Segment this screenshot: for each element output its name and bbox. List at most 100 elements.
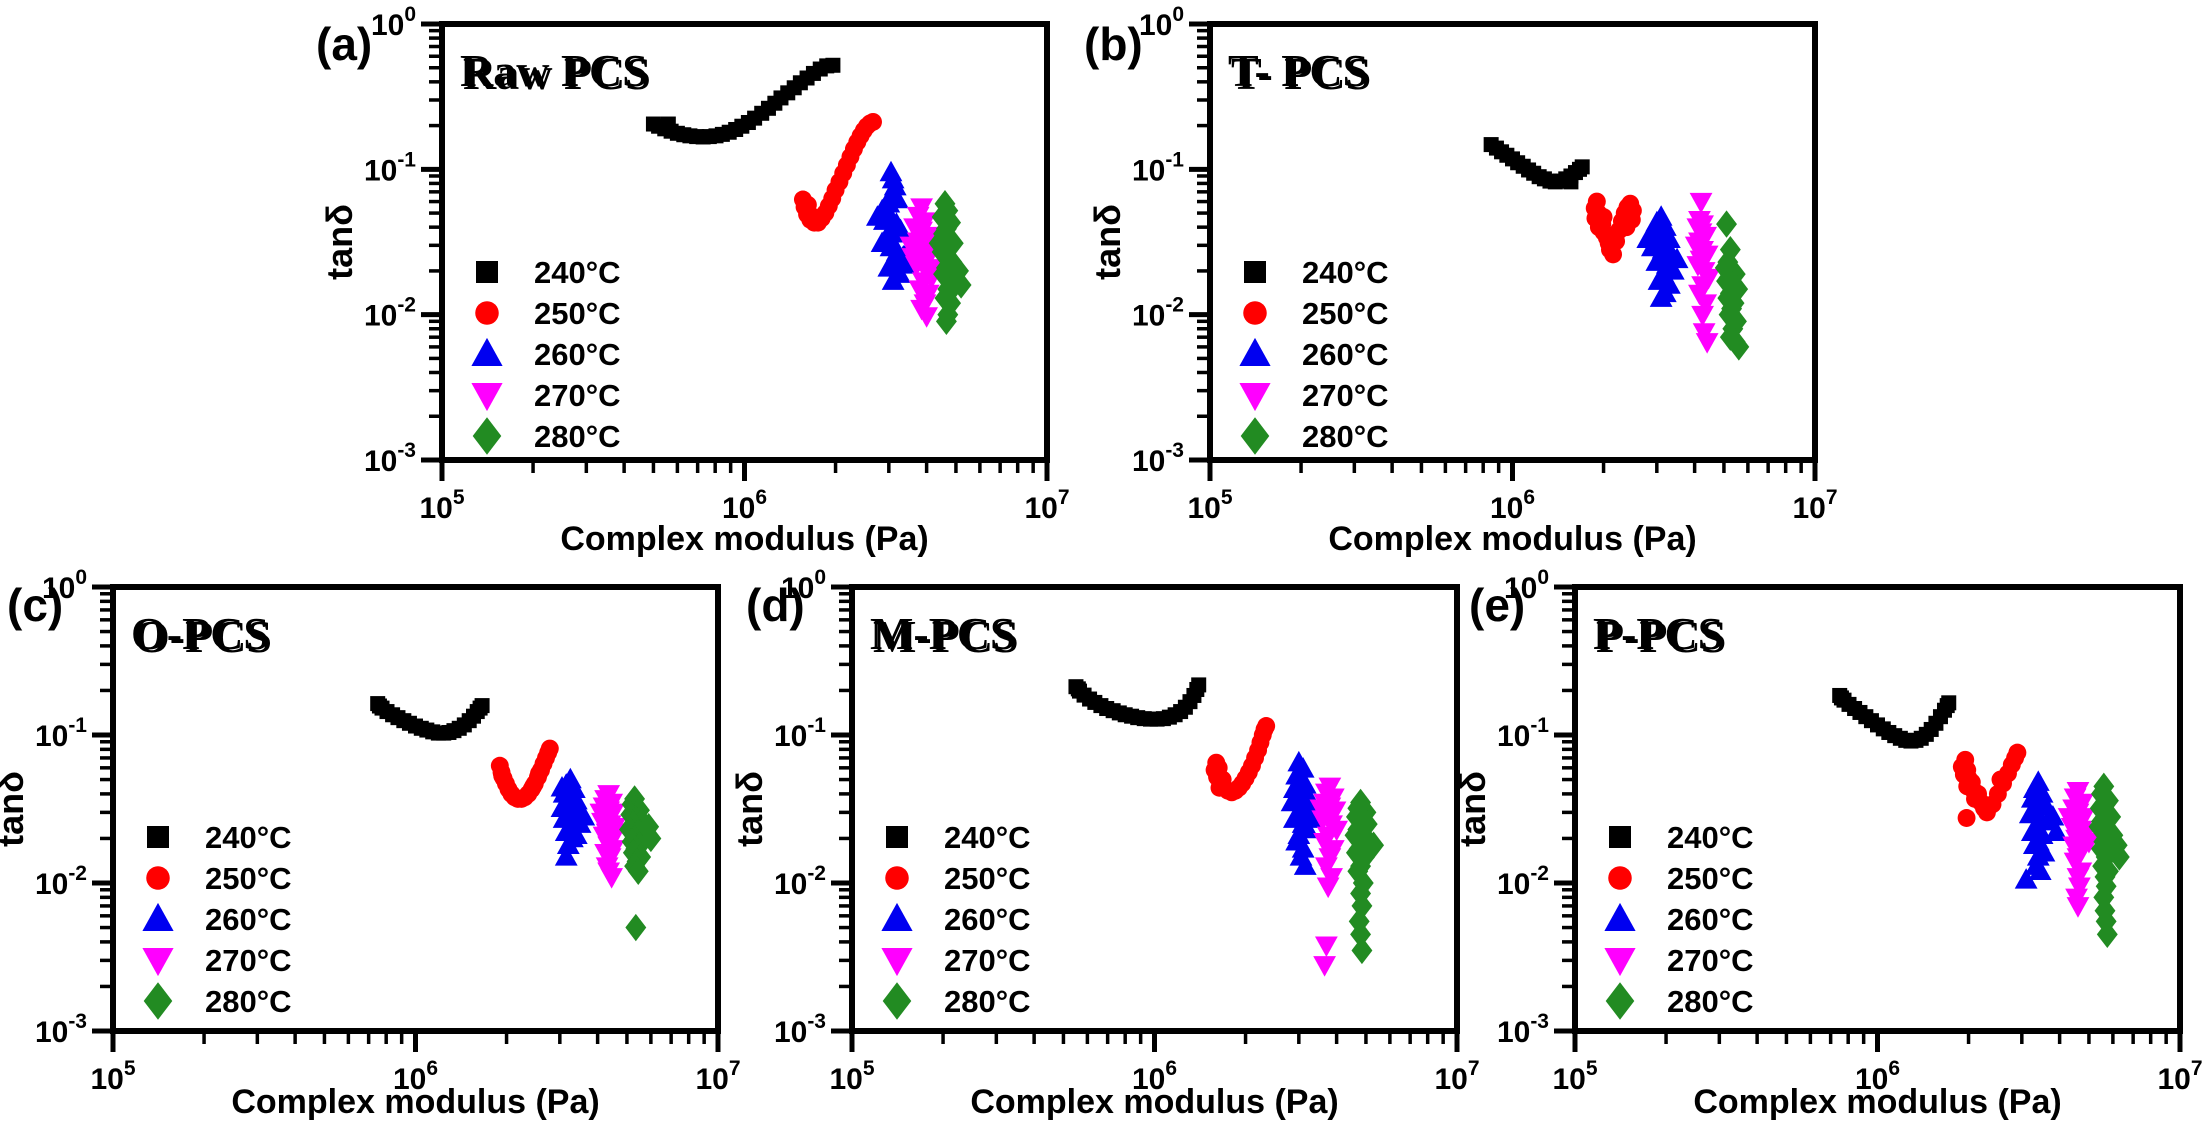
series-270C [1309, 777, 1349, 977]
legend: 240°C 250°C 260°C 270°C 280°C [142, 820, 292, 1020]
legend-triangle-icon [471, 337, 503, 366]
data-point [864, 112, 882, 131]
legend: 240°C 250°C 260°C 270°C 280°C [1239, 255, 1389, 455]
legend-invtriangle-icon [1239, 383, 1271, 412]
data-point [804, 208, 823, 226]
legend-diamond-icon [1605, 982, 1635, 1020]
data-point [619, 815, 640, 844]
series-260C [550, 767, 596, 866]
data-point [2014, 868, 2038, 889]
data-point [2044, 820, 2068, 842]
axis-ticks [1554, 584, 2183, 1052]
data-point [950, 271, 972, 299]
data-point [1991, 770, 2010, 789]
data-point [2028, 859, 2052, 881]
y-tick-label-1e-1: 10-1 [774, 714, 826, 753]
legend-label-260C: 260°C [205, 902, 292, 937]
x-tick-label-1e5: 105 [1187, 486, 1232, 525]
series-280C [928, 190, 972, 335]
series-260C [1280, 750, 1323, 875]
data-point [493, 766, 512, 785]
data-point [600, 868, 624, 889]
data-point [2057, 808, 2081, 829]
legend-invtriangle-icon [471, 383, 503, 412]
data-point [1316, 877, 1340, 899]
data-point [589, 803, 613, 825]
legend-square-icon [1609, 826, 1631, 848]
data-point [1719, 235, 1741, 264]
data-point [940, 289, 962, 317]
series-260C [1636, 205, 1689, 307]
data-point [1728, 333, 1750, 361]
data-point [524, 777, 543, 796]
data-point [627, 857, 649, 885]
data-point [1070, 681, 1086, 697]
data-point [1348, 907, 1370, 936]
data-point [1694, 294, 1718, 315]
data-point [1347, 857, 1369, 885]
legend-label-240C: 240°C [1302, 255, 1389, 290]
legend-diamond-icon [882, 982, 912, 1020]
legend-label-250C: 250°C [944, 861, 1031, 896]
legend-triangle-icon [1604, 902, 1636, 931]
data-point [1718, 300, 1740, 329]
data-point [556, 833, 580, 854]
legend-square-icon [1244, 261, 1266, 283]
data-point [2097, 786, 2119, 815]
legend-label-240C: 240°C [534, 255, 621, 290]
legend: 240°C 250°C 260°C 270°C 280°C [881, 820, 1031, 1020]
data-point [540, 739, 559, 758]
data-point [915, 307, 939, 328]
data-point [901, 248, 925, 269]
data-point [1351, 892, 1373, 920]
panel-title: M-PCS [870, 608, 1016, 659]
data-point [625, 913, 647, 942]
series-260C [2014, 770, 2068, 889]
legend-label-250C: 250°C [1302, 296, 1389, 331]
series-240C [1483, 137, 1590, 190]
axis-ticks [92, 584, 721, 1052]
data-point [1257, 717, 1276, 735]
legend-square-icon [147, 826, 169, 848]
legend-label-260C: 260°C [1667, 902, 1754, 937]
panel-d: 105 106 10710010-110-210-3(d)M-PCSM-PCSCom… [729, 566, 1480, 1121]
legend-circle-icon [146, 866, 170, 890]
data-point [1695, 333, 1719, 354]
y-tick-label-1e-3: 10-3 [1497, 1010, 1549, 1049]
legend-label-250C: 250°C [534, 296, 621, 331]
data-point [371, 698, 387, 714]
data-point [1191, 677, 1207, 693]
series-250C [1205, 717, 1276, 802]
data-point [640, 824, 662, 853]
series-280C [2088, 772, 2130, 949]
data-point [601, 840, 625, 861]
panel-letter-b: (b) [1084, 18, 1143, 70]
x-axis-label: Complex modulus (Pa) [1693, 1083, 2061, 1121]
data-point [1351, 936, 1373, 965]
panel-title-shadow: Raw PCS [463, 48, 651, 99]
panel-title-shadow: T- PCS [1231, 48, 1371, 99]
legend-label-280C: 280°C [1302, 419, 1389, 454]
legend-circle-icon [1608, 866, 1632, 890]
x-axis-label: Complex modulus (Pa) [560, 520, 928, 558]
data-point [948, 257, 969, 285]
panel-title: Raw PCS [460, 45, 648, 96]
data-point [474, 698, 490, 714]
x-axis-label: Complex modulus (Pa) [231, 1083, 599, 1121]
legend-square-icon [476, 261, 498, 283]
series-240C [370, 696, 490, 741]
series-250C [490, 739, 559, 808]
series-270C [2057, 782, 2101, 918]
legend: 240°C 250°C 260°C 270°C 280°C [471, 255, 621, 455]
legend-label-280C: 280°C [1667, 984, 1754, 1019]
data-point [2096, 920, 2118, 949]
legend-label-260C: 260°C [944, 902, 1031, 937]
y-tick-label-1e-3: 10-3 [774, 1010, 826, 1049]
data-point [1957, 809, 1976, 827]
data-point [2026, 845, 2050, 866]
data-point [1350, 920, 1372, 949]
data-point [1350, 879, 1372, 908]
data-point [1716, 210, 1737, 238]
